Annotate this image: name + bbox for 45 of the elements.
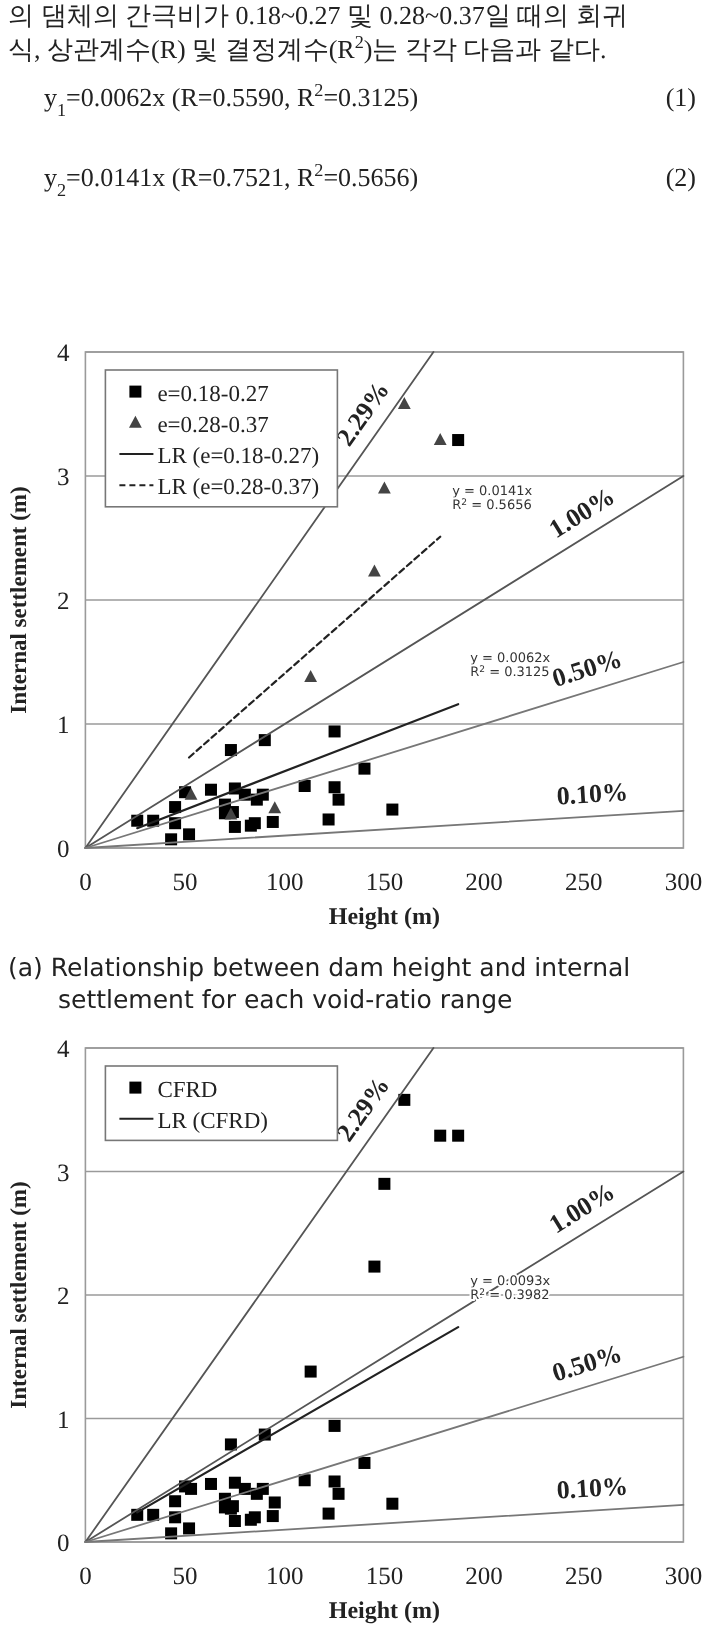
text: (a) Relationship between dam height and internal settlement for each void-ratio range [8, 952, 631, 1014]
x-axis-title: Height (m) [328, 902, 441, 930]
y-tick-label: 1 [56, 711, 70, 739]
x-tick-label: 50 [172, 868, 198, 896]
series-label: 0.10% [555, 1470, 629, 1505]
y-axis-title: Internal settlement (m) [8, 485, 32, 714]
x-tick-label: 250 [564, 1562, 603, 1590]
y-tick-label: 1 [56, 1405, 70, 1434]
text: 0.50% [548, 1337, 626, 1388]
x-tick-label: 50 [172, 1562, 198, 1590]
x-tick-label: 0 [79, 1562, 92, 1590]
y-axis-title: Internal settlement (m) [8, 1180, 32, 1409]
text: 의 댐체의 간극비가 0.18~0.27 및 0.28~0.37일 때의 회귀 [8, 0, 628, 30]
x-tick-label: 200 [465, 868, 503, 896]
legend-label: e=0.18-0.27 [157, 382, 270, 407]
legend-label: LR (e=0.28-0.37) [157, 476, 320, 501]
text: (2) [665, 162, 696, 192]
x-tick-label: 200 [465, 1562, 503, 1590]
text: y$_{1}$=0.0062x (R=0.5590, R$^{2}$=0.3125) [44, 80, 419, 120]
y-tick-label: 3 [56, 463, 70, 491]
y-tick-label: 4 [56, 339, 71, 367]
y-tick-label: 2 [56, 1282, 70, 1310]
legend-label: LR (CFRD) [157, 1109, 269, 1134]
y-tick-label: 4 [56, 1035, 71, 1063]
series-label: 0.10% [555, 776, 629, 811]
y-tick-label: 2 [56, 587, 70, 615]
y-tick-label: 3 [56, 1158, 70, 1187]
text: y$_{2}$=0.0141x (R=0.7521, R$^{2}$=0.5656) [44, 160, 419, 200]
x-tick-label: 250 [564, 868, 603, 896]
x-tick-label: 300 [664, 868, 703, 896]
text: 식, 상관계수(R) 및 결정계수(R$^{2}$)는 각각 다음과 같다. [8, 32, 607, 64]
text: (1) [665, 82, 696, 112]
y-tick-label: 0 [56, 835, 70, 863]
x-tick-label: 150 [365, 1562, 404, 1590]
x-tick-label: 300 [664, 1562, 703, 1590]
x-axis-title: Height (m) [328, 1596, 441, 1624]
legend-label: e=0.28-0.37 [157, 413, 270, 438]
text: 0.50% [548, 643, 626, 693]
x-tick-label: 100 [265, 1562, 304, 1590]
x-tick-label: 100 [265, 868, 304, 896]
x-tick-label: 0 [79, 868, 92, 896]
x-tick-label: 150 [365, 868, 404, 896]
y-tick-label: 0 [56, 1529, 70, 1557]
legend-label: LR (e=0.18-0.27) [157, 445, 320, 469]
legend-label: CFRD [157, 1078, 218, 1103]
